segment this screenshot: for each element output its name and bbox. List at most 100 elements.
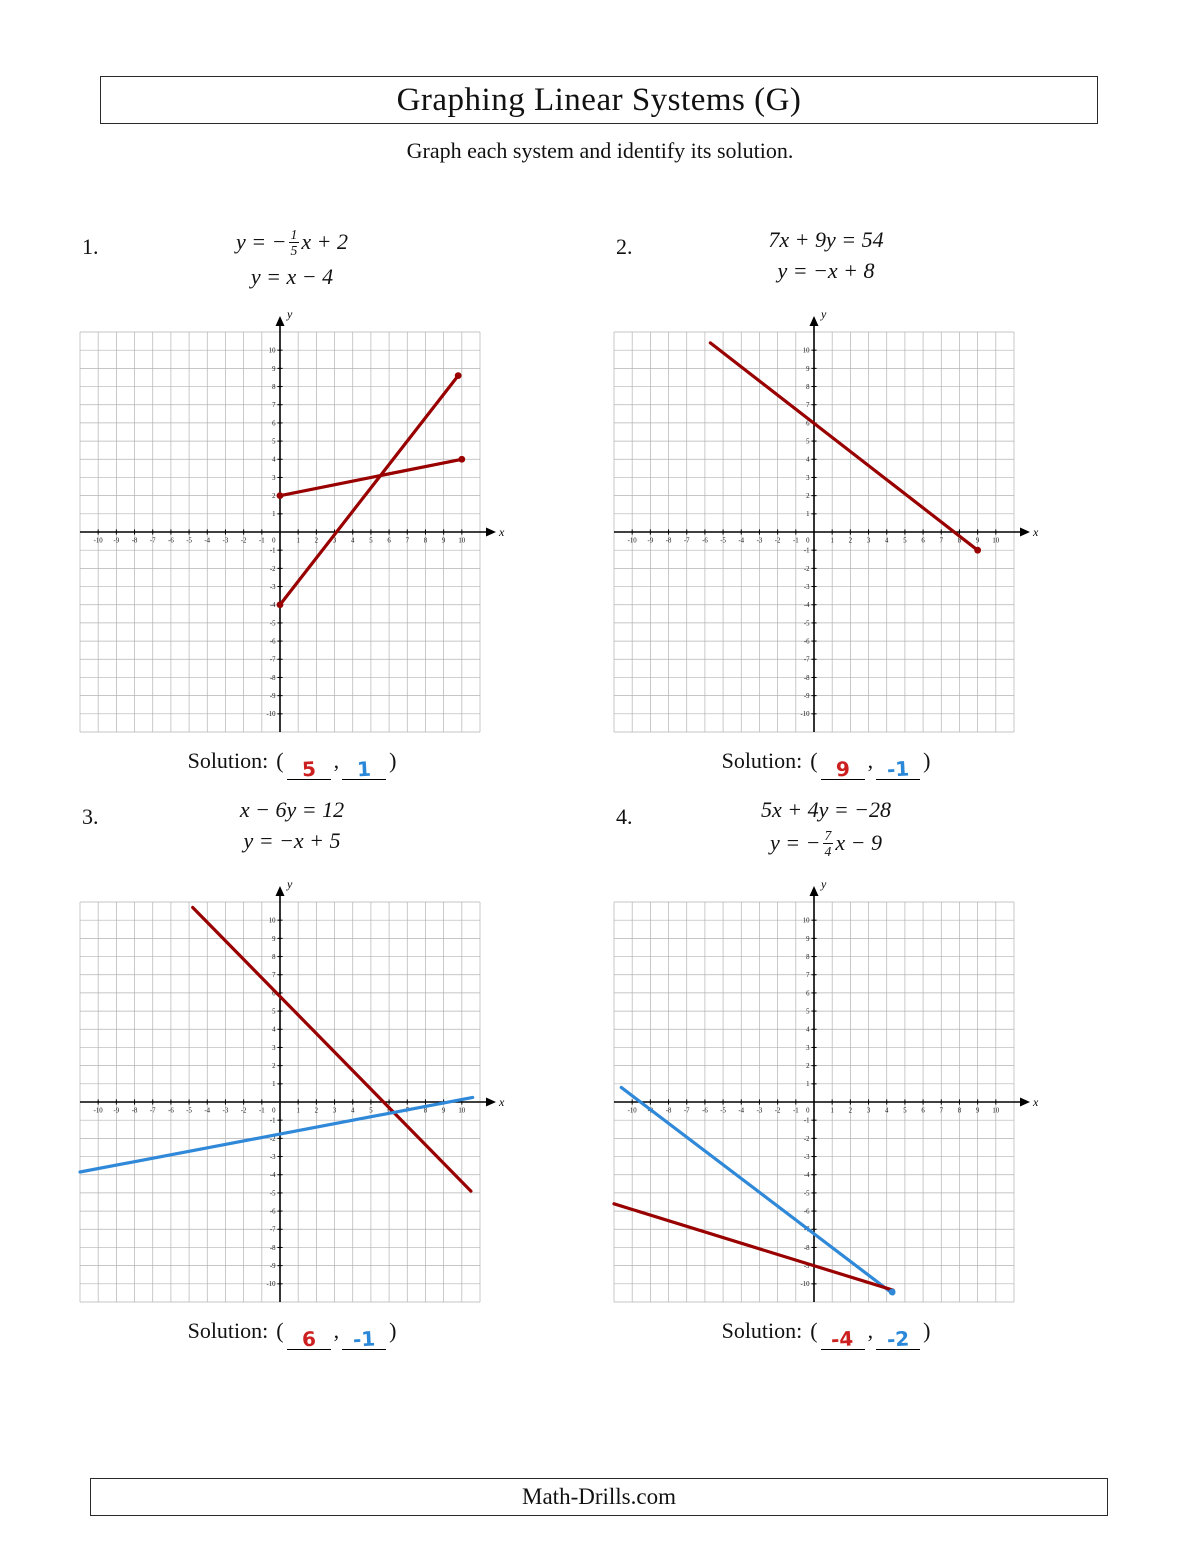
svg-text:1: 1 xyxy=(806,511,809,518)
svg-text:x: x xyxy=(1032,525,1039,539)
svg-text:1: 1 xyxy=(272,1081,275,1088)
problem-2: 2. 7x + 9y = 54 y = −x + 8 x y -10 -10 -9 -9-… xyxy=(608,218,1044,782)
svg-text:-10: -10 xyxy=(628,1108,638,1115)
svg-text:4: 4 xyxy=(351,1108,355,1115)
solution-label: Solution: xyxy=(721,1318,803,1343)
svg-text:2: 2 xyxy=(806,1063,810,1070)
svg-text:-1: -1 xyxy=(270,548,276,555)
svg-text:-10: -10 xyxy=(266,1281,276,1288)
svg-text:-6: -6 xyxy=(804,638,810,645)
svg-text:-6: -6 xyxy=(168,538,174,545)
problem-1-equation-1: y = −1 5 x + 2 xyxy=(74,227,510,259)
svg-text:5: 5 xyxy=(272,1008,276,1015)
svg-text:6: 6 xyxy=(272,990,276,997)
answer-x: -4 xyxy=(830,1326,855,1352)
svg-text:3: 3 xyxy=(867,538,871,545)
svg-text:-7: -7 xyxy=(804,657,810,664)
svg-text:-5: -5 xyxy=(270,1190,276,1197)
svg-text:-4: -4 xyxy=(738,1108,744,1115)
solution-blank-x: 9 xyxy=(820,753,865,781)
solution-label: Solution: xyxy=(721,748,803,773)
graph-problem-4: xy-10-10-9-9-8-8-7-7-6-6-5-5-4-4-3-3-2-2… xyxy=(612,877,1039,1303)
svg-text:2: 2 xyxy=(806,493,810,500)
svg-text:10: 10 xyxy=(269,348,276,355)
svg-text:3: 3 xyxy=(333,538,337,545)
svg-text:6: 6 xyxy=(806,420,810,427)
svg-text:10: 10 xyxy=(803,918,810,925)
svg-text:-7: -7 xyxy=(150,538,156,545)
svg-text:6: 6 xyxy=(921,1108,925,1115)
svg-text:0: 0 xyxy=(272,1108,276,1115)
svg-text:-4: -4 xyxy=(804,602,810,609)
open-paren: ( xyxy=(810,748,818,773)
solution-blank-x: -4 xyxy=(820,1323,865,1352)
close-paren: ) xyxy=(389,748,397,773)
svg-text:10: 10 xyxy=(992,538,999,545)
svg-text:-10: -10 xyxy=(94,1108,104,1115)
svg-text:-8: -8 xyxy=(270,1245,276,1252)
svg-text:2: 2 xyxy=(272,1063,276,1070)
svg-text:-10: -10 xyxy=(266,711,276,718)
answer-y: -1 xyxy=(886,756,910,782)
svg-text:-4: -4 xyxy=(804,1172,810,1179)
solution-label: Solution: xyxy=(187,1318,269,1343)
svg-text:6: 6 xyxy=(921,538,925,545)
equation-text: y = − xyxy=(770,830,821,856)
svg-text:-1: -1 xyxy=(793,538,799,545)
svg-text:-2: -2 xyxy=(241,538,247,545)
svg-text:1: 1 xyxy=(296,1108,299,1115)
svg-text:6: 6 xyxy=(387,538,391,545)
close-paren: ) xyxy=(389,1318,397,1343)
problem-2-equation-1: 7x + 9y = 54 xyxy=(768,227,884,252)
svg-text:4: 4 xyxy=(272,457,276,464)
svg-text:7: 7 xyxy=(272,402,276,409)
fraction-denominator: 5 xyxy=(290,243,298,259)
problem-2-number: 2. xyxy=(616,234,633,259)
svg-text:9: 9 xyxy=(272,936,276,943)
svg-text:5: 5 xyxy=(806,1008,810,1015)
svg-text:4: 4 xyxy=(351,538,355,545)
svg-text:1: 1 xyxy=(806,1081,809,1088)
svg-text:-2: -2 xyxy=(270,566,276,573)
svg-text:-3: -3 xyxy=(223,1108,229,1115)
svg-text:1: 1 xyxy=(296,538,299,545)
svg-text:-9: -9 xyxy=(648,538,654,545)
svg-text:0: 0 xyxy=(806,538,810,545)
svg-text:9: 9 xyxy=(806,366,810,373)
problem-3-equation-1: x − 6y = 12 xyxy=(239,797,345,822)
svg-text:-8: -8 xyxy=(132,1108,138,1115)
svg-text:-2: -2 xyxy=(270,1136,276,1143)
svg-text:-1: -1 xyxy=(793,1108,799,1115)
svg-text:-10: -10 xyxy=(800,1281,810,1288)
svg-text:-6: -6 xyxy=(804,1208,810,1215)
solution-blank-y: 1 xyxy=(342,753,387,781)
worksheet-instructions: Graph each system and identify its solut… xyxy=(406,138,794,163)
svg-text:-5: -5 xyxy=(186,1108,192,1115)
svg-text:-6: -6 xyxy=(702,1108,708,1115)
open-paren: ( xyxy=(276,748,284,773)
problem-2-equation-2: y = −x + 8 xyxy=(777,258,875,283)
problem-1-equation-2: y = x − 4 xyxy=(250,263,334,289)
svg-text:1: 1 xyxy=(830,1108,833,1115)
svg-text:-3: -3 xyxy=(757,1108,763,1115)
svg-text:10: 10 xyxy=(992,1108,999,1115)
svg-text:-5: -5 xyxy=(720,538,726,545)
svg-text:9: 9 xyxy=(272,366,276,373)
svg-text:3: 3 xyxy=(272,475,276,482)
svg-text:3: 3 xyxy=(806,475,810,482)
svg-text:-9: -9 xyxy=(114,538,120,545)
svg-text:1: 1 xyxy=(830,538,833,545)
svg-text:8: 8 xyxy=(806,954,810,961)
comma: , xyxy=(333,1318,340,1343)
svg-text:-3: -3 xyxy=(804,1154,810,1161)
fraction-numerator: 7 xyxy=(822,828,834,845)
svg-text:10: 10 xyxy=(803,348,810,355)
svg-text:-4: -4 xyxy=(738,538,744,545)
svg-text:y: y xyxy=(286,877,293,891)
fraction-numerator: 1 xyxy=(288,227,300,244)
svg-text:8: 8 xyxy=(272,384,276,391)
problem-4: 4. 5x + 4y = −28 y = −7 4 x − 9 x y -10 -10 -9… xyxy=(608,788,1044,1352)
svg-text:-9: -9 xyxy=(114,1108,120,1115)
